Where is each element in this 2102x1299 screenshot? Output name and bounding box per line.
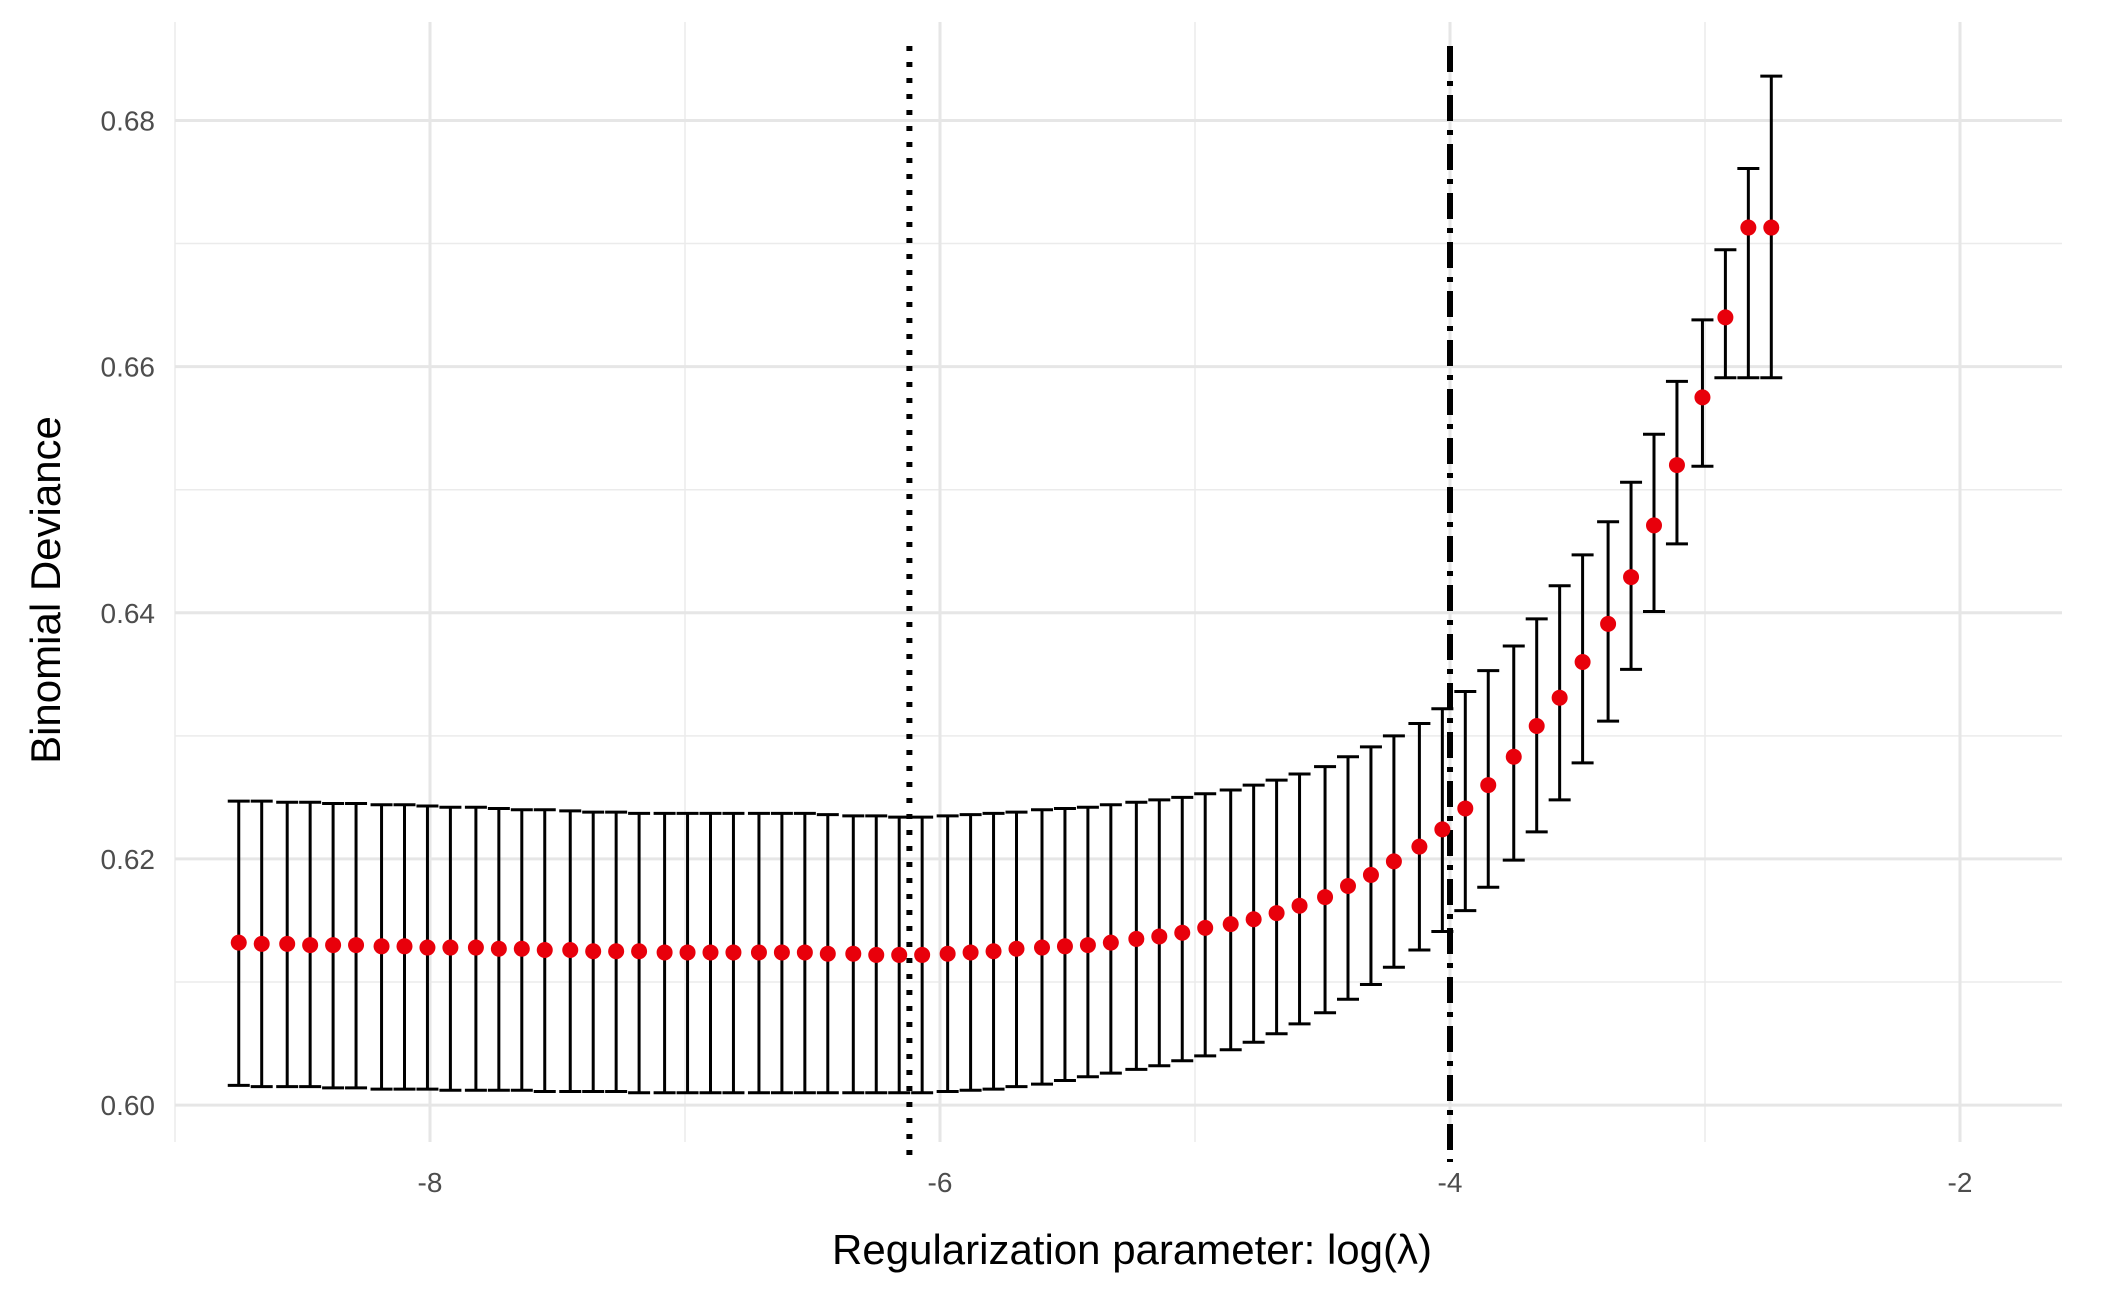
data-point <box>1362 866 1379 883</box>
x-tick-label: -2 <box>1948 1167 1973 1198</box>
data-point <box>1411 838 1428 855</box>
data-point <box>1008 940 1025 957</box>
data-point <box>1385 853 1402 870</box>
y-tick-label: 0.64 <box>101 598 156 629</box>
data-point <box>679 944 696 961</box>
y-axis-tick-labels: 0.60 0.62 0.64 0.66 0.68 <box>101 105 156 1121</box>
data-point <box>773 944 790 961</box>
data-point <box>1763 219 1780 236</box>
data-point <box>1574 654 1591 670</box>
data-point <box>490 940 507 957</box>
data-point <box>1717 309 1734 326</box>
data-point <box>467 939 484 956</box>
data-point <box>1079 937 1096 954</box>
data-point <box>608 943 625 960</box>
data-point <box>1528 718 1545 734</box>
data-point <box>1268 905 1285 922</box>
data-point <box>1694 389 1711 406</box>
data-point <box>1056 938 1073 955</box>
data-point <box>419 939 436 956</box>
data-point <box>1740 219 1757 236</box>
data-point <box>1197 919 1214 936</box>
data-point <box>631 943 648 960</box>
data-point <box>1034 939 1050 956</box>
data-point <box>962 944 979 961</box>
data-point <box>750 944 767 961</box>
data-point <box>1434 821 1451 838</box>
y-tick-label: 0.68 <box>101 105 156 136</box>
data-point <box>396 938 413 955</box>
data-point <box>868 946 885 963</box>
data-point <box>819 945 836 962</box>
y-axis-title: Binomial Deviance <box>22 416 69 764</box>
data-point <box>1505 748 1522 765</box>
data-point <box>1222 916 1239 933</box>
data-point <box>1623 569 1640 586</box>
minor-gridlines <box>174 22 2062 1142</box>
data-point <box>562 942 579 958</box>
data-point <box>230 934 247 951</box>
major-gridlines <box>175 22 2062 1142</box>
data-point <box>656 944 673 961</box>
data-point <box>1457 800 1474 817</box>
data-point <box>373 938 390 955</box>
x-axis-tick-labels: -8 -6 -4 -2 <box>418 1167 1973 1198</box>
data-point <box>1600 615 1617 632</box>
data-point <box>1102 934 1119 951</box>
data-point <box>796 944 813 961</box>
data-point <box>1245 911 1262 928</box>
data-point <box>536 942 553 958</box>
data-point <box>1480 777 1497 794</box>
data-point <box>1151 928 1168 945</box>
error-bars <box>227 74 1783 1095</box>
data-point <box>1340 878 1356 894</box>
x-tick-label: -6 <box>928 1167 953 1198</box>
x-tick-label: -8 <box>418 1167 443 1198</box>
data-point <box>1646 517 1662 534</box>
data-point <box>348 937 365 954</box>
data-point <box>325 937 342 954</box>
reference-lines <box>906 46 1453 1162</box>
data-point <box>725 944 742 961</box>
data-points <box>230 219 1780 963</box>
x-axis-title: Regularization parameter: log(λ) <box>832 1226 1432 1273</box>
data-point <box>939 945 956 962</box>
data-point <box>253 935 270 952</box>
data-point <box>279 935 296 952</box>
data-point <box>1174 924 1191 941</box>
data-point <box>442 939 459 956</box>
data-point <box>585 943 602 960</box>
x-tick-label: -4 <box>1438 1167 1463 1198</box>
y-tick-label: 0.66 <box>101 352 156 383</box>
y-tick-label: 0.62 <box>101 844 156 875</box>
data-point <box>1317 889 1334 906</box>
data-point <box>1551 689 1568 706</box>
data-point <box>513 940 530 957</box>
data-point <box>845 945 862 962</box>
data-point <box>702 944 719 961</box>
data-point <box>302 937 319 954</box>
data-point <box>985 943 1002 960</box>
data-point <box>1128 930 1145 947</box>
data-point <box>1668 457 1685 474</box>
data-point <box>914 946 931 963</box>
data-point <box>1291 897 1308 914</box>
data-point <box>891 946 908 963</box>
y-tick-label: 0.60 <box>101 1090 156 1121</box>
